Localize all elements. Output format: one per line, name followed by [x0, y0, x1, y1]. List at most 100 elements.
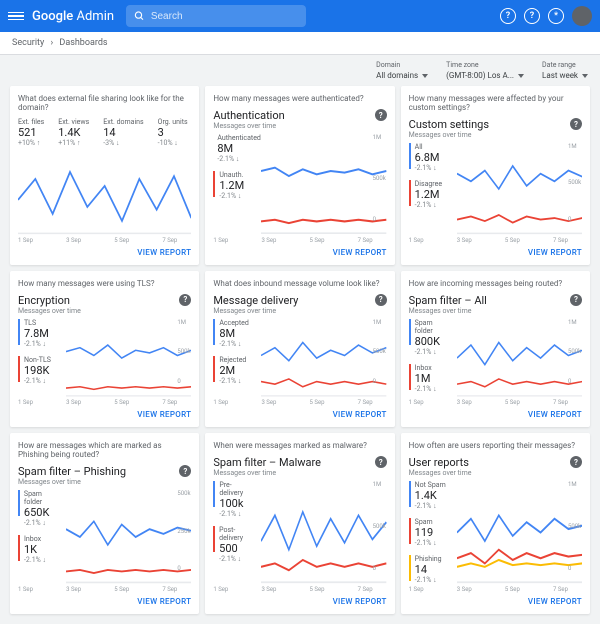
help-icon[interactable]: ? [570, 118, 582, 130]
search-bar[interactable] [126, 5, 306, 27]
dashboard-card: How many messages were using TLS?Encrypt… [10, 271, 199, 427]
stat-delta: -2.1% ↓ [24, 519, 60, 527]
dashboard-card: When were messages marked as malware?Spa… [205, 433, 394, 614]
stat-value: 3 [158, 126, 188, 139]
y-axis: 1M500k0 [568, 481, 582, 572]
stats-column: Spam folder650K-2.1% ↓Inbox1K-2.1% ↓ [18, 490, 60, 584]
stat: Ext. files521+10% ↑ [18, 118, 44, 147]
dashboard-card: How are incoming messages being routed?S… [401, 271, 590, 427]
stat-label: Accepted [219, 319, 249, 327]
help-icon[interactable]: ? [179, 465, 191, 477]
view-report-link[interactable]: VIEW REPORT [137, 248, 191, 257]
view-report-link[interactable]: VIEW REPORT [528, 410, 582, 419]
chart: 1M500k0 [457, 481, 582, 584]
help-icon[interactable]: ? [375, 109, 387, 121]
x-axis: 1 Sep3 Sep5 Sep7 Sep [18, 586, 191, 593]
stat: Inbox1K-2.1% ↓ [18, 535, 60, 564]
stat-value: 1.4K [415, 489, 446, 502]
stat-value: 8M [219, 327, 249, 340]
view-report-link[interactable]: VIEW REPORT [528, 597, 582, 606]
card-question: How often are users reporting their mess… [409, 441, 582, 450]
stat-color-bar [213, 171, 215, 197]
view-report-link[interactable]: VIEW REPORT [137, 597, 191, 606]
card-question: How are messages which are marked as Phi… [18, 441, 191, 459]
daterange-filter[interactable]: Date range Last week [542, 61, 588, 80]
topbar: Google Admin ? ? * [0, 0, 600, 32]
stat-label: Disagree [415, 180, 442, 188]
stat-color-bar [18, 490, 20, 516]
stat-label: Spam folder [24, 490, 60, 506]
stat: Inbox1M-2.1% ↓ [409, 364, 451, 393]
view-report-link[interactable]: VIEW REPORT [333, 248, 387, 257]
menu-icon[interactable] [8, 8, 24, 24]
stats-column: TLS7.8M-2.1% ↓ Non-TLS198K-2.1% ↓ [18, 319, 60, 397]
chevron-down-icon [422, 74, 428, 78]
card-question: How many messages were affected by your … [409, 94, 582, 112]
stat-value: 8M [217, 142, 261, 155]
stat-label: Inbox [24, 535, 46, 543]
view-report-link[interactable]: VIEW REPORT [528, 248, 582, 257]
stat-delta: -2.1% ↓ [219, 340, 249, 348]
dashboard-card: What does inbound message volume look li… [205, 271, 394, 427]
avatar[interactable] [572, 6, 592, 26]
stat: TLS7.8M-2.1% ↓ [18, 319, 60, 348]
help-icon[interactable]: ? [500, 8, 516, 24]
help-icon[interactable]: ? [375, 456, 387, 468]
card-title: Message delivery [213, 294, 298, 307]
dashboard-card: What does external file sharing look lik… [10, 86, 199, 265]
stat-delta: +10% ↑ [18, 139, 44, 147]
help-icon[interactable]: ? [570, 456, 582, 468]
stat-delta: +11% ↑ [58, 139, 89, 147]
stats-column: Authenticated8M-2.1% ↓Unauth.1.2M-2.1% ↓ [213, 134, 255, 235]
apps-icon[interactable]: * [548, 8, 564, 24]
stat-value: 521 [18, 126, 44, 139]
stat-delta: -2.1% ↓ [415, 348, 451, 356]
stat-color-bar [409, 518, 411, 544]
stat-label: Not Spam [415, 481, 446, 489]
x-axis: 1 Sep3 Sep5 Sep7 Sep [213, 399, 386, 406]
timezone-filter[interactable]: Time zone (GMT-8:00) Los A... [446, 61, 524, 80]
search-input[interactable] [151, 11, 298, 22]
stat-delta: -3% ↓ [103, 139, 143, 147]
stat-color-bar [18, 535, 20, 561]
card-question: When were messages marked as malware? [213, 441, 386, 450]
stat-label: Ext. files [18, 118, 44, 126]
stat-value: 2M [219, 364, 246, 377]
help-icon[interactable]: ? [179, 294, 191, 306]
stat-color-bar [18, 356, 20, 382]
help-icon[interactable]: ? [375, 294, 387, 306]
stat-value: 1.2M [415, 188, 442, 201]
filter-controls: Domain All domains Time zone (GMT-8:00) … [0, 55, 600, 86]
card-question: What does inbound message volume look li… [213, 279, 386, 288]
stat-color-bar [213, 319, 215, 345]
chart: 1M500k0 [261, 319, 386, 397]
stat-delta: -2.1% ↓ [219, 192, 244, 200]
domain-filter[interactable]: Domain All domains [376, 61, 428, 80]
chart: 1M500k0 [457, 319, 582, 397]
view-report-link[interactable]: VIEW REPORT [137, 410, 191, 419]
chart [18, 151, 191, 235]
search-icon [134, 10, 145, 22]
stat-color-bar [18, 319, 20, 345]
view-report-link[interactable]: VIEW REPORT [333, 597, 387, 606]
view-report-link[interactable]: VIEW REPORT [333, 410, 387, 419]
stat: Post-delivery500-2.1% ↓ [213, 526, 255, 563]
y-axis: 1M500k0 [373, 481, 387, 572]
x-axis: 1 Sep3 Sep5 Sep7 Sep [18, 237, 191, 244]
stat-value: 800K [415, 335, 451, 348]
chart: 500k250k0 [66, 490, 191, 584]
dashboard-card: How many messages were authenticated?Aut… [205, 86, 394, 265]
daterange-filter-value: Last week [542, 71, 578, 80]
notifications-icon[interactable]: ? [524, 8, 540, 24]
card-title: User reports [409, 456, 472, 469]
stat-label: Org. units [158, 118, 188, 126]
brand: Google Admin [32, 9, 114, 24]
y-axis: 500k250k0 [177, 490, 191, 572]
card-question: How many messages were using TLS? [18, 279, 191, 288]
stat: Non-TLS198K-2.1% ↓ [18, 356, 60, 385]
help-icon[interactable]: ? [570, 294, 582, 306]
stat: Pre-delivery100k-2.1% ↓ [213, 481, 255, 518]
stat-label: Inbox [415, 364, 437, 372]
breadcrumb-root[interactable]: Security [12, 38, 44, 48]
stat-label: TLS [24, 319, 49, 327]
